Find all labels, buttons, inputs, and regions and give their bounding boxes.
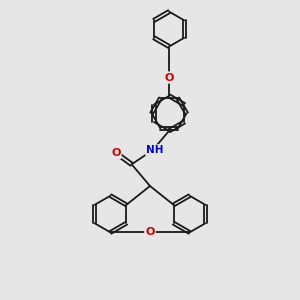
Text: NH: NH (146, 145, 164, 155)
Text: O: O (164, 73, 174, 82)
Text: O: O (111, 148, 121, 158)
Text: O: O (145, 227, 155, 237)
